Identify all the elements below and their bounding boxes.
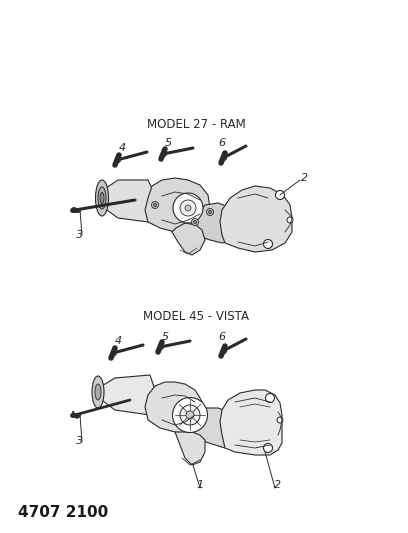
Ellipse shape <box>275 190 284 199</box>
Ellipse shape <box>222 349 226 353</box>
Ellipse shape <box>185 205 191 211</box>
Ellipse shape <box>206 208 213 215</box>
Ellipse shape <box>111 351 117 356</box>
Ellipse shape <box>100 192 104 204</box>
Text: 4707 2100: 4707 2100 <box>18 505 108 520</box>
Ellipse shape <box>208 211 211 214</box>
Text: 6: 6 <box>218 332 226 342</box>
Ellipse shape <box>95 384 101 400</box>
Ellipse shape <box>151 201 158 208</box>
Ellipse shape <box>173 398 208 432</box>
Text: 2: 2 <box>302 173 308 183</box>
Polygon shape <box>175 432 205 465</box>
Ellipse shape <box>264 239 273 248</box>
Ellipse shape <box>264 443 273 453</box>
Ellipse shape <box>158 344 164 350</box>
Polygon shape <box>190 408 240 448</box>
Ellipse shape <box>277 417 283 423</box>
Polygon shape <box>220 390 282 455</box>
Text: 5: 5 <box>164 138 171 148</box>
Ellipse shape <box>222 156 226 160</box>
Polygon shape <box>220 186 292 252</box>
Text: MODEL 45 - VISTA: MODEL 45 - VISTA <box>143 310 249 323</box>
Text: 3: 3 <box>76 436 84 446</box>
Ellipse shape <box>173 193 203 223</box>
Polygon shape <box>95 375 155 415</box>
Ellipse shape <box>191 219 199 225</box>
Text: MODEL 27 - RAM: MODEL 27 - RAM <box>146 118 245 131</box>
Text: 4: 4 <box>114 336 122 346</box>
Ellipse shape <box>153 204 157 206</box>
Text: 1: 1 <box>196 480 204 490</box>
Polygon shape <box>195 203 242 243</box>
Polygon shape <box>172 223 205 255</box>
Polygon shape <box>145 178 210 235</box>
Ellipse shape <box>115 157 120 163</box>
Ellipse shape <box>287 217 293 223</box>
Ellipse shape <box>95 180 109 216</box>
Ellipse shape <box>162 151 166 157</box>
Ellipse shape <box>193 221 197 223</box>
Text: 2: 2 <box>275 480 282 490</box>
Polygon shape <box>100 180 155 222</box>
Text: 6: 6 <box>218 138 226 148</box>
Ellipse shape <box>266 393 275 402</box>
Ellipse shape <box>180 405 200 425</box>
Text: 3: 3 <box>76 230 84 240</box>
Ellipse shape <box>186 411 194 419</box>
Polygon shape <box>145 382 205 435</box>
Text: 4: 4 <box>118 143 126 153</box>
Ellipse shape <box>71 207 77 213</box>
Ellipse shape <box>92 376 104 408</box>
Ellipse shape <box>98 187 106 209</box>
Text: 5: 5 <box>162 332 169 342</box>
Ellipse shape <box>180 200 196 216</box>
